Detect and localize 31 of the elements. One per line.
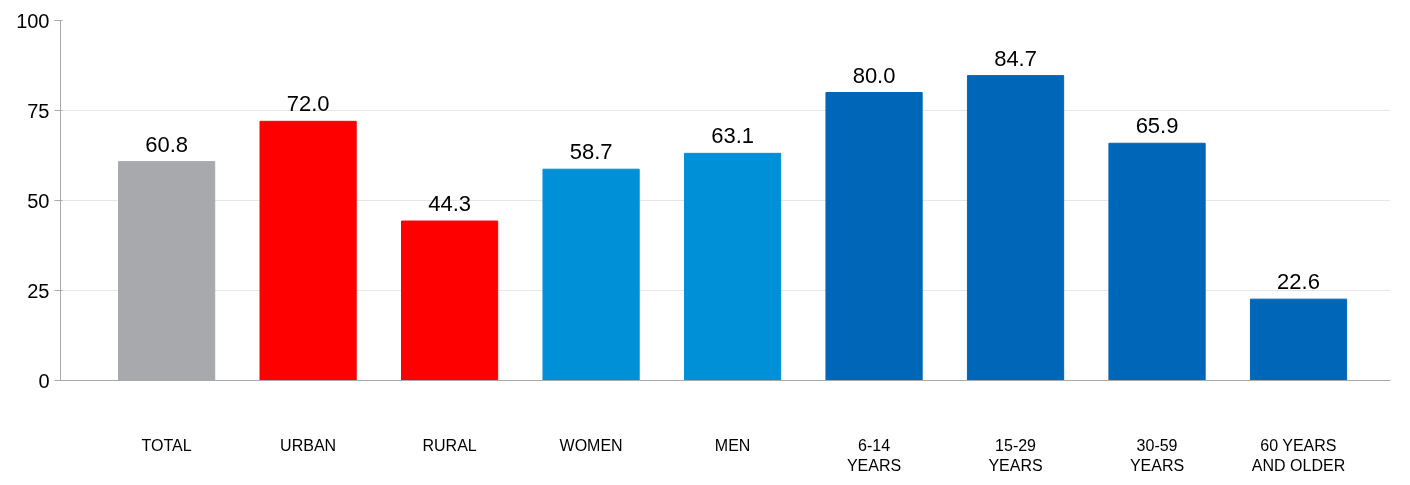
- bar: [683, 152, 782, 381]
- data-label: 65.9: [1135, 113, 1179, 139]
- data-label: 80.0: [852, 62, 896, 88]
- x-tick-label: URBAN: [280, 436, 337, 454]
- bar: [966, 75, 1065, 381]
- x-tick-label: 15-29 YEARS: [988, 436, 1043, 474]
- data-label: 60.8: [145, 131, 189, 157]
- y-tick-label: 100: [16, 9, 50, 32]
- data-label: 63.1: [711, 123, 754, 149]
- y-tick-label: 75: [27, 99, 50, 122]
- y-tick-label: 25: [27, 279, 50, 302]
- bar: [542, 168, 640, 381]
- data-label: 72.0: [286, 91, 330, 117]
- x-tick-label: WOMEN: [559, 436, 623, 454]
- bar: [259, 120, 357, 381]
- bar: [825, 92, 923, 381]
- bar: [1108, 142, 1206, 381]
- bar: [1249, 298, 1348, 381]
- x-tick-label: 60 YEARS AND OLDER: [1251, 436, 1346, 474]
- data-label: 44.3: [428, 191, 472, 217]
- x-tick-label: MEN: [714, 436, 751, 454]
- data-label: 58.7: [569, 139, 613, 165]
- x-tick-label: RURAL: [422, 436, 477, 454]
- y-tick-label: 50: [27, 189, 50, 212]
- data-label: 84.7: [994, 45, 1037, 71]
- data-label: 22.6: [1277, 269, 1320, 295]
- bar: [400, 220, 499, 381]
- x-tick-label: 6-14 YEARS: [846, 436, 902, 474]
- x-tick-label: TOTAL: [141, 436, 192, 454]
- y-tick-label: 0: [38, 369, 50, 392]
- x-tick-label: 30-59 YEARS: [1129, 436, 1185, 474]
